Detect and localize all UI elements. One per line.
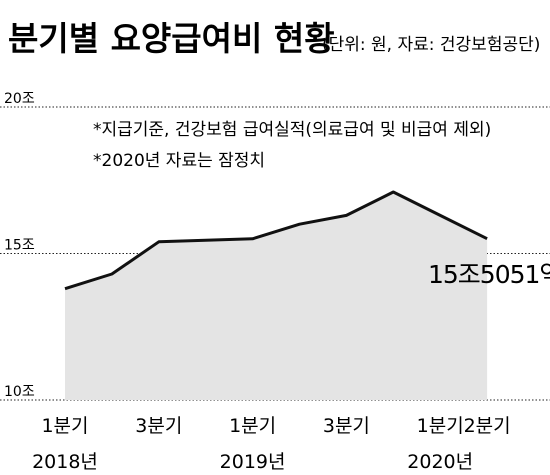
note-2: *2020년 자료는 잠정치 [93,151,265,171]
chart-title: 분기별 요양급여비 현황 [8,19,335,58]
data-area [65,192,488,400]
y-tick-label: 20조 [4,91,35,107]
x-tick-label: 1분기 [41,415,88,437]
y-tick-label: 10조 [4,384,35,400]
y-axis-labels: 10조 15조 20조 [4,91,35,400]
chart-unit-note: (단위: 원, 자료: 건강보험공단) [322,35,540,55]
x-tick-label: 2019년 [220,451,286,473]
data-line [64,190,488,291]
x-tick-label: 2018년 [32,451,98,473]
x-tick-label: 2020년 [407,451,473,473]
last-value-annotation: 15조5051억 [428,260,550,289]
x-axis-labels: 1분기 2018년 3분기 1분기 2019년 3분기 1분기 2020년 2분기 [32,415,511,473]
x-tick-label: 1분기 [417,415,464,437]
y-tick-label: 15조 [4,238,35,254]
note-1: *지급기준, 건강보험 급여실적(의료급여 및 비급여 제외) [93,120,491,140]
x-tick-label: 2분기 [464,415,511,437]
x-tick-label: 3분기 [135,415,182,437]
x-tick-label: 3분기 [323,415,370,437]
x-tick-label: 1분기 [229,415,276,437]
